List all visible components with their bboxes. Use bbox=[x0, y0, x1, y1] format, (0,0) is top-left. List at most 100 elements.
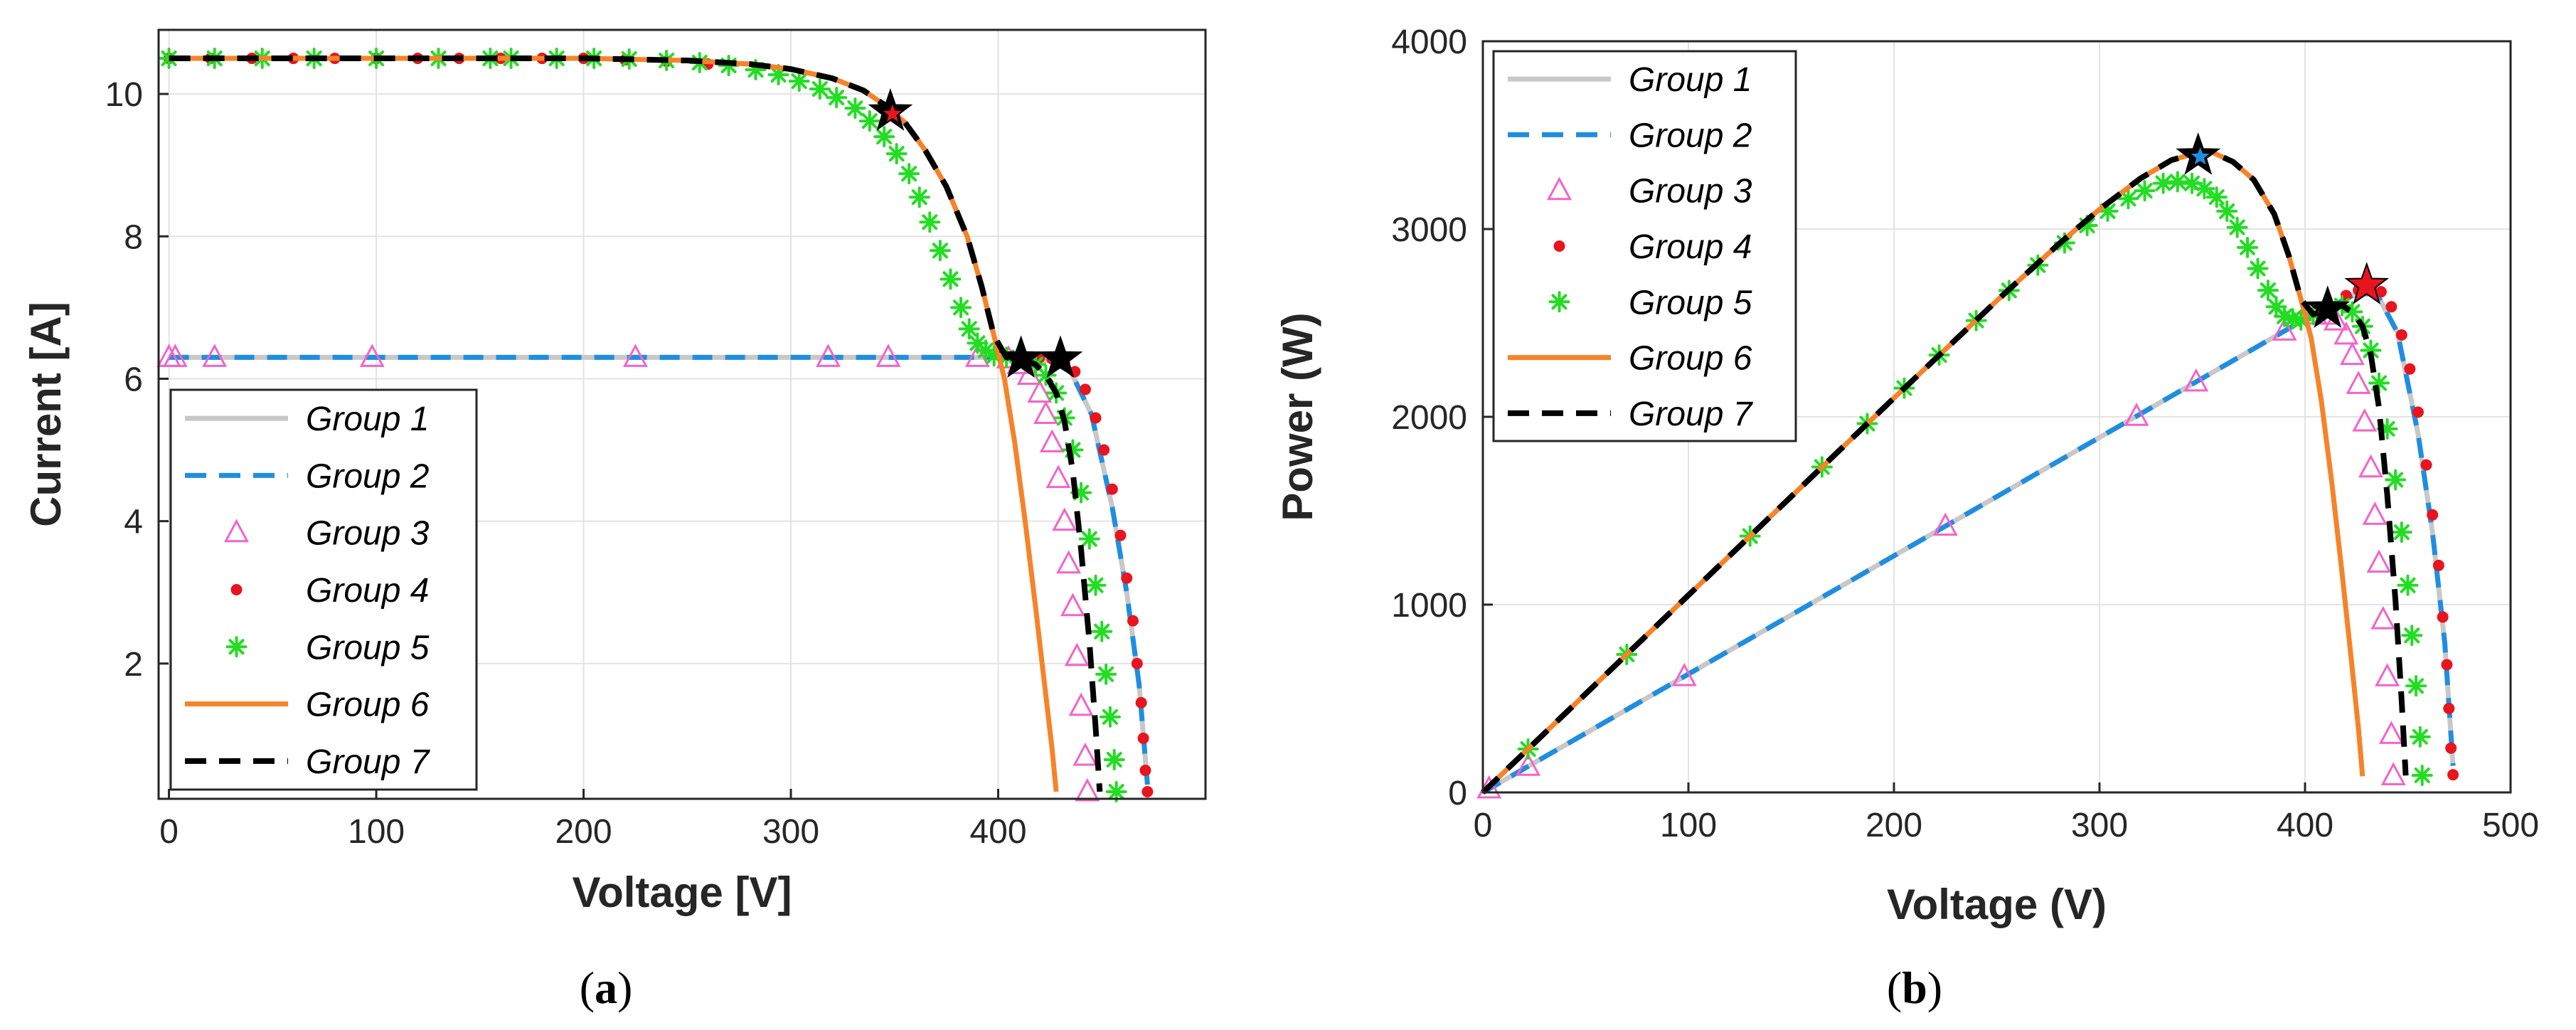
panel-a-series-group-5-point-stroke bbox=[1094, 623, 1110, 639]
panel-a-series-group-5-point bbox=[908, 186, 930, 208]
panel-b-series-group-4-point bbox=[2441, 659, 2453, 671]
panel-b-legend-item-group-4-label: Group 4 bbox=[1629, 228, 1752, 266]
panel-a-legend-item-group-1: Group 1 bbox=[185, 400, 429, 438]
panel-a-mpp-star bbox=[1038, 335, 1083, 378]
panel-b-series-group-5-point bbox=[2117, 188, 2139, 210]
panel-b-series-group-5-point bbox=[2152, 172, 2174, 194]
panel-a-series-group-3-point bbox=[1045, 464, 1071, 489]
panel-b-series-group-5-point-stroke bbox=[2268, 299, 2284, 315]
panel-a-x-tick-label: 400 bbox=[969, 813, 1026, 851]
panel-a-legend-item-group-5-label: Group 5 bbox=[306, 629, 430, 667]
panel-b-legend-item-group-7: Group 7 bbox=[1508, 395, 1754, 433]
panel-a-series-group-3-point bbox=[1060, 593, 1085, 617]
panel-a-y-tick-label: 4 bbox=[124, 504, 143, 541]
panel-a-series-group-5-point bbox=[858, 110, 880, 132]
panel-a-y-tick-label: 6 bbox=[124, 361, 143, 398]
panel-a-series-group-5-point-stroke bbox=[1108, 783, 1124, 800]
panel-b-series-group-3-point bbox=[2352, 408, 2378, 432]
panel-b-x-tick-label: 100 bbox=[1660, 807, 1717, 844]
panel-b-y-tick-label: 3000 bbox=[1391, 211, 1467, 249]
panel-a-series-group-5-point-stroke bbox=[911, 189, 927, 206]
panel-a-x-tick-label: 200 bbox=[555, 813, 612, 851]
panel-b-series-group-5-point-stroke bbox=[2079, 217, 2095, 233]
panel-a-series-group-5-point-stroke bbox=[876, 129, 893, 145]
panel-a-series-group-5-point bbox=[826, 87, 848, 109]
panel-a-series-group-5-point bbox=[885, 143, 908, 165]
panel-b-series-group-5-point bbox=[2401, 625, 2423, 647]
panel-a-series-group-5-point-stroke bbox=[961, 321, 977, 337]
panel-b-mpp-star bbox=[2187, 143, 2213, 168]
panel-a-legend-item-group-1-label: Group 1 bbox=[306, 400, 429, 438]
panel-a-series-group-5-point bbox=[898, 163, 920, 185]
panel-b-legend-item-group-1-label: Group 1 bbox=[1629, 61, 1752, 99]
panel-b-series-group-4-point bbox=[2447, 769, 2459, 781]
panel-b-series-group-4-point bbox=[2437, 611, 2449, 623]
panel-a-legend-item-group-2-label: Group 2 bbox=[306, 457, 429, 495]
panel-a-series-group-5-point-stroke bbox=[953, 299, 969, 316]
panel-b-series-group-3-point bbox=[2183, 368, 2209, 392]
panel-a-axes-box bbox=[157, 28, 1207, 800]
panel-b-legend-item-group-3-swatch bbox=[1546, 176, 1572, 201]
panel-b-series-group-4-point bbox=[2420, 459, 2432, 471]
panel-a-legend-item-group-2: Group 2 bbox=[185, 457, 429, 495]
panel-b-legend-item-group-5-swatch bbox=[1548, 291, 1570, 313]
panel-b-series-group-3-point bbox=[2375, 663, 2400, 686]
panel-b-series-group-5-point-stroke bbox=[2404, 627, 2420, 644]
panel-b-series-group-3-point bbox=[2378, 721, 2404, 744]
chart-panel-b: 0 100 200 300 400 500 0 1000 2000 3000 4000 Voltage… bbox=[1274, 23, 2539, 928]
panel-a-series-group-3-point bbox=[1039, 429, 1065, 453]
panel-b-series-group-5-point-stroke bbox=[2240, 239, 2256, 255]
panel-a-series-group-5-point-stroke bbox=[1098, 666, 1114, 682]
panel-a-series-group-4-point bbox=[1141, 785, 1154, 797]
panel-a-series-group-4-point bbox=[1121, 572, 1133, 584]
panel-b-legend-item-group-2: Group 2 bbox=[1508, 117, 1752, 154]
caption-a: (a) bbox=[580, 962, 633, 1013]
panel-a-legend-item-group-4-swatch bbox=[230, 584, 243, 595]
panel-a-series-group-3-point bbox=[815, 344, 841, 367]
panel-a-legend-box bbox=[169, 388, 478, 791]
panel-b-series-group-5-point-stroke bbox=[2219, 203, 2235, 219]
panel-a-series-group-7 bbox=[169, 55, 1103, 792]
panel-b-series-group-5-point bbox=[2390, 521, 2412, 543]
panel-b-series-group-5-point bbox=[2193, 178, 2215, 200]
panel-a-series-group-4-point bbox=[1135, 696, 1147, 708]
panel-a-series-group-4-point bbox=[1106, 483, 1118, 495]
panel-b-series-group-5-point-stroke bbox=[2393, 524, 2410, 541]
panel-a-series-group-5-point-stroke bbox=[847, 100, 863, 117]
panel-a-series-group-5-point-stroke bbox=[969, 335, 986, 351]
panel-b-series-group-5-point-stroke bbox=[2196, 181, 2213, 197]
panel-b-series-group-5-point bbox=[2247, 258, 2269, 280]
panel-b-series-group-5-point bbox=[2385, 469, 2407, 491]
panel-a-series-group-3-point bbox=[162, 344, 188, 367]
panel-a-legend-item-group-5: Group 5 bbox=[225, 629, 430, 667]
panel-b-series-group-4-point bbox=[2375, 286, 2387, 298]
panel-a-series-group-3-point bbox=[1068, 692, 1094, 716]
panel-a-y-tick-label: 2 bbox=[124, 646, 143, 684]
panel-b-series-group-3-point bbox=[2272, 317, 2297, 341]
panel-b-series-group-5-point-stroke bbox=[2408, 678, 2425, 694]
panel-a-legend: Group 1 Group 2 Group 3 Group 4 Group 5 Group… bbox=[169, 388, 478, 791]
panel-a-x-tick-label: 0 bbox=[159, 813, 179, 851]
panel-b-series-group-5-point bbox=[2205, 186, 2228, 208]
panel-b-series-group-4-point bbox=[2385, 301, 2397, 313]
panel-a-series-group-5-point bbox=[788, 70, 810, 92]
panel-a-mpp-star bbox=[999, 335, 1043, 378]
panel-a-series-group-5-point bbox=[1099, 706, 1121, 728]
panel-b-series-group-5-point bbox=[2405, 675, 2427, 697]
panel-a-series-group-5-point-stroke bbox=[922, 214, 938, 230]
panel-b-series-group-3-point bbox=[2362, 501, 2388, 525]
panel-b-series-group-3-point bbox=[2358, 454, 2383, 478]
panel-a-series-group-5-point-stroke bbox=[791, 73, 807, 90]
panel-b-legend-item-group-6: Group 6 bbox=[1508, 340, 1752, 378]
panel-a-x-axis-label: Voltage [V] bbox=[573, 869, 792, 916]
panel-b-series-group-5-point-stroke bbox=[2136, 183, 2153, 199]
panel-b-legend-item-group-4-swatch bbox=[1553, 240, 1565, 252]
caption-b: (b) bbox=[1887, 962, 1942, 1013]
panel-b-legend-item-group-2-label: Group 2 bbox=[1629, 117, 1752, 154]
panel-b-series-group-5-point bbox=[2257, 280, 2279, 302]
panel-b-legend-item-group-5-label: Group 5 bbox=[1629, 284, 1752, 322]
panel-b-series-group-5-point bbox=[2166, 171, 2188, 193]
panel-b-series-group-5-point-stroke bbox=[2155, 175, 2171, 191]
panel-b-legend: Group 1 Group 2 Group 3 Group 4 Group 5 Group… bbox=[1492, 50, 1797, 442]
